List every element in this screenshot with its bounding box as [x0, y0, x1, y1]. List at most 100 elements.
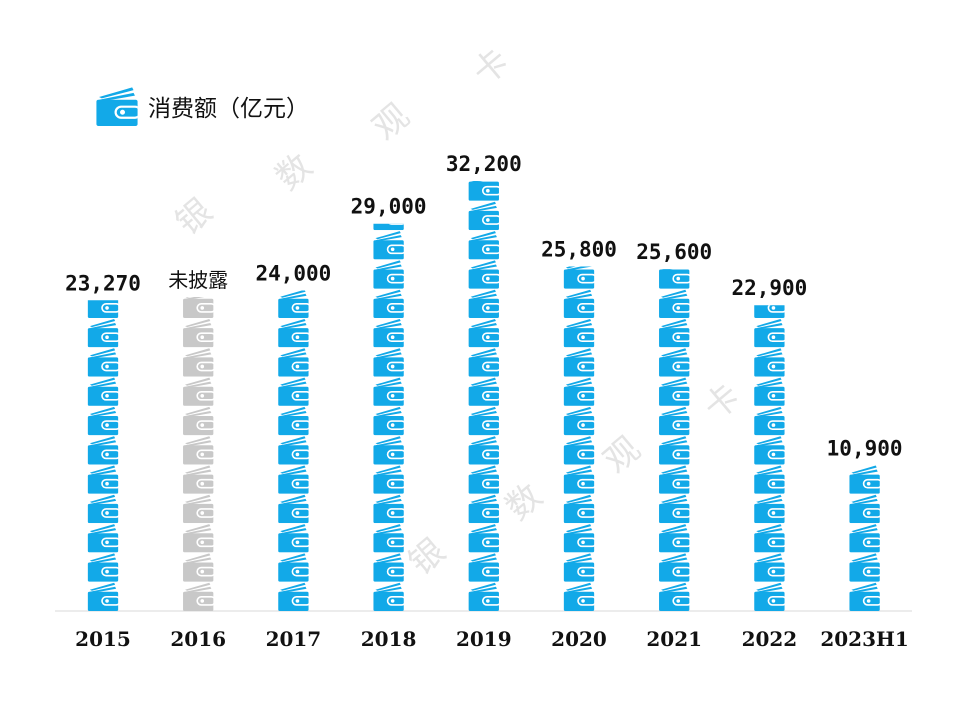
wallet-icon [563, 347, 595, 377]
wallet-icon [658, 318, 690, 348]
x-tick-label: 2019 [456, 627, 512, 651]
data-label: 24,000 [255, 262, 331, 286]
wallet-icon [468, 376, 500, 406]
legend: 消费额（亿元） [96, 86, 309, 126]
wallet-icon [658, 552, 690, 582]
wallet-icon [468, 288, 500, 318]
wallet-icon [468, 200, 500, 231]
wallet-icon [849, 552, 881, 582]
wallet-icon [753, 406, 785, 436]
wallet-icon [373, 493, 405, 524]
wallet-icon [277, 318, 309, 348]
wallet-icon [468, 435, 500, 465]
wallet-icon [277, 435, 309, 465]
x-tick-label: 2023H1 [820, 627, 908, 651]
wallet-icon [277, 290, 309, 318]
wallet-icon [87, 552, 119, 582]
bar-2019: 32,200 2019 [446, 152, 522, 651]
bar-2020: 25,800 2020 [541, 237, 617, 651]
wallet-icon [468, 181, 500, 201]
wallet-icon [182, 581, 214, 611]
wallet-icon [373, 318, 405, 348]
wallet-icon [849, 581, 881, 611]
wallet-icon [563, 376, 595, 406]
wallet-icon [658, 493, 690, 524]
wallet-icon [373, 464, 405, 494]
wallet-icon [753, 435, 785, 465]
wallet-icon [182, 493, 214, 524]
wallet-icon [563, 435, 595, 465]
wallet-icon [373, 347, 405, 377]
wallet-icon [753, 347, 785, 377]
wallet-icon [182, 376, 214, 406]
wallet-icon [87, 435, 119, 465]
data-label: 25,800 [541, 237, 617, 261]
wallet-icon [182, 435, 214, 465]
wallet-icon [277, 493, 309, 524]
wallet-icon [658, 523, 690, 553]
wallet-icon [277, 406, 309, 436]
wallet-icon [277, 523, 309, 553]
wallet-icon [753, 552, 785, 582]
wallet-icon [182, 318, 214, 348]
wallet-icon [87, 318, 119, 348]
wallet-icon [277, 552, 309, 582]
data-label: 23,270 [65, 271, 141, 295]
bar-2017: 24,000 2017 [255, 262, 331, 651]
wallet-icon [373, 376, 405, 406]
wallet-icon [87, 493, 119, 524]
x-tick-label: 2022 [742, 627, 798, 651]
x-tick-label: 2020 [551, 627, 607, 651]
wallet-icon [849, 465, 881, 494]
legend-label: 消费额（亿元） [148, 96, 309, 122]
wallet-icon [277, 347, 309, 377]
wallet-icon [753, 523, 785, 553]
wallet-icon [468, 406, 500, 436]
data-label: 32,200 [446, 152, 522, 176]
wallet-icon [658, 376, 690, 406]
wallet-icon [658, 581, 690, 611]
wallet-icon [849, 493, 881, 524]
wallet-icon [753, 464, 785, 494]
wallet-icon [563, 288, 595, 318]
wallet-icon [87, 376, 119, 406]
x-tick-label: 2017 [266, 627, 322, 651]
data-label: 10,900 [827, 436, 903, 460]
wallet-icon [182, 347, 214, 377]
wallet-icon [563, 493, 595, 524]
wallet-icon [563, 581, 595, 611]
wallet-icon [277, 376, 309, 406]
wallet-icon [182, 523, 214, 553]
wallet-icon [468, 318, 500, 348]
data-label: 22,900 [731, 276, 807, 300]
bar-2023H1: 10,900 2023H1 [820, 436, 908, 651]
wallet-icon [753, 493, 785, 524]
wallet-icon [468, 523, 500, 553]
wallet-icon [373, 406, 405, 436]
wallet-icon [658, 464, 690, 494]
x-tick-label: 2016 [170, 627, 226, 651]
data-label: 25,600 [636, 240, 712, 264]
wallet-icon [753, 376, 785, 406]
wallet-icon [373, 523, 405, 553]
wallet-icon [468, 259, 500, 289]
wallet-icon [468, 493, 500, 524]
wallet-icon [182, 297, 214, 318]
wallet-icon [373, 552, 405, 582]
wallet-icon [468, 581, 500, 611]
wallet-icon [373, 230, 405, 260]
wallet-icon [182, 552, 214, 582]
wallet-icon [87, 523, 119, 553]
bar-2018: 29,000 2018 [351, 195, 427, 651]
bar-2022: 22,900 2022 [731, 276, 807, 651]
wallet-icon [658, 406, 690, 436]
wallet-icon [87, 581, 119, 611]
bar-2016: 未披露 2016 [168, 268, 228, 651]
data-label: 29,000 [351, 195, 427, 219]
wallet-icon [849, 523, 881, 553]
wallet-icon [182, 406, 214, 436]
wallet-icon [563, 318, 595, 348]
wallet-icon [563, 464, 595, 494]
wallet-icon [87, 406, 119, 436]
